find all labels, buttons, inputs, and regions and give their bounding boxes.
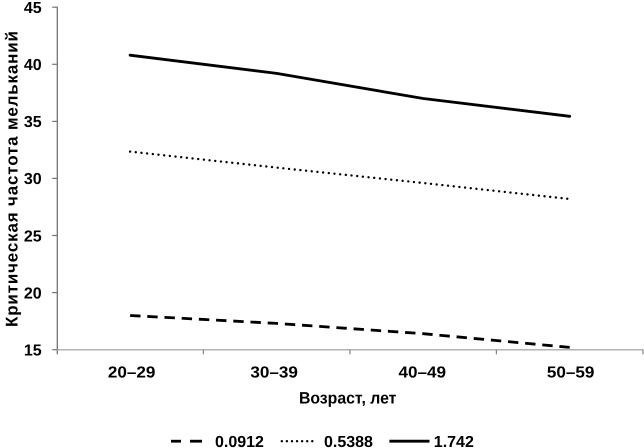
svg-text:50–59: 50–59: [547, 365, 595, 382]
svg-text:0.0912: 0.0912: [215, 434, 264, 448]
svg-text:45: 45: [24, 0, 42, 17]
svg-text:Возраст, лет: Возраст, лет: [299, 390, 397, 408]
svg-text:40–49: 40–49: [399, 365, 447, 382]
svg-text:30–39: 30–39: [250, 365, 298, 382]
svg-text:Критическая частота мельканий: Критическая частота мельканий: [3, 31, 22, 327]
svg-text:20–29: 20–29: [108, 365, 156, 382]
svg-text:1.742: 1.742: [434, 434, 474, 448]
svg-text:0.5388: 0.5388: [324, 434, 373, 448]
svg-text:30: 30: [24, 171, 42, 188]
svg-text:15: 15: [24, 343, 42, 360]
svg-text:35: 35: [24, 114, 42, 131]
svg-text:20: 20: [24, 285, 42, 302]
svg-text:25: 25: [24, 228, 42, 245]
svg-text:40: 40: [24, 57, 42, 74]
